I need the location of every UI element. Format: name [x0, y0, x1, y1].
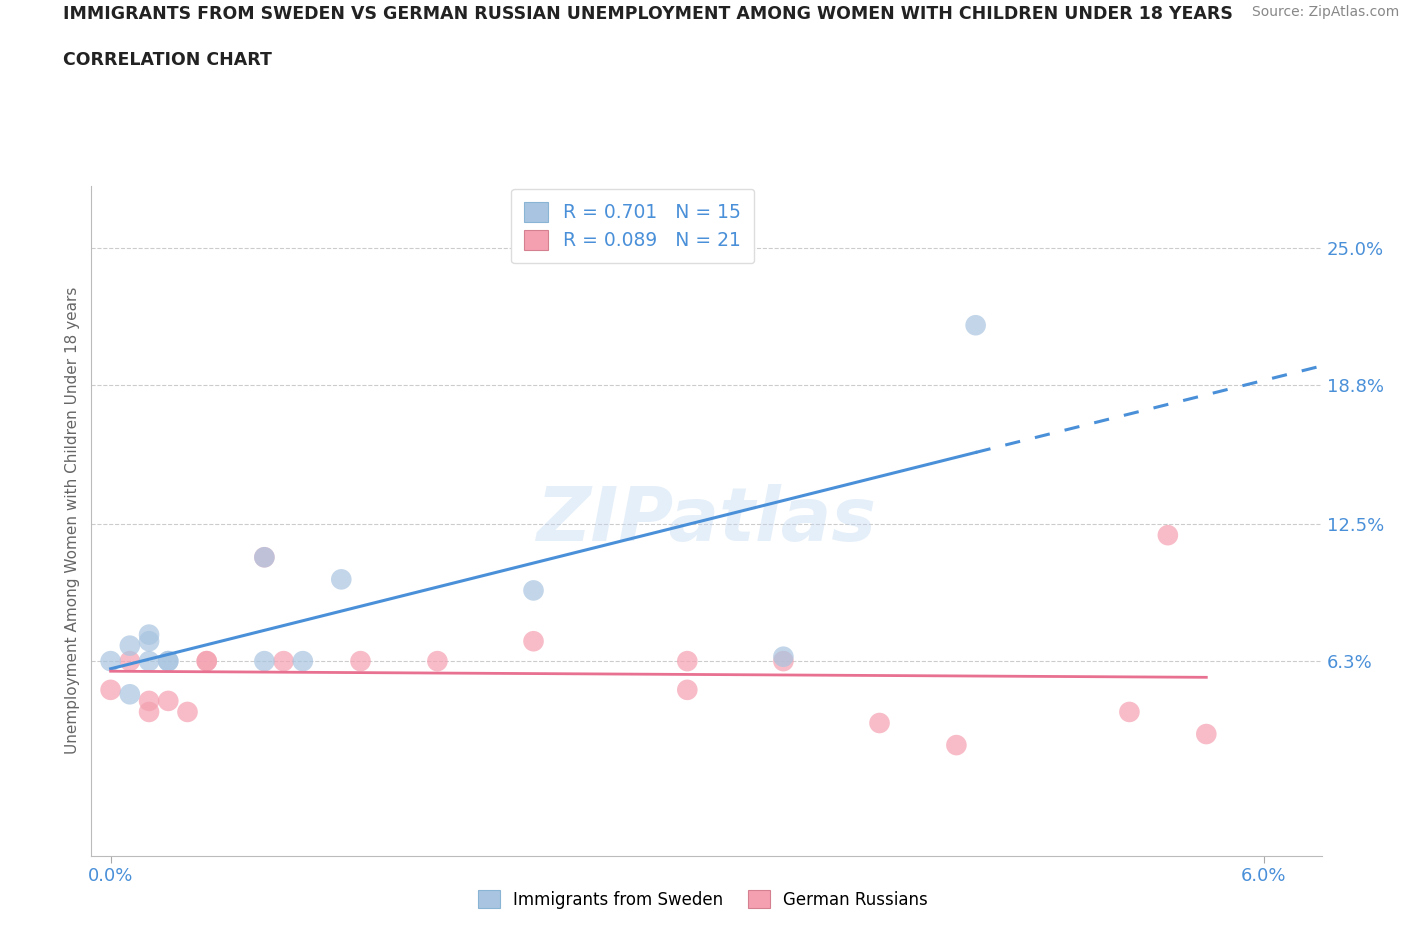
Point [676, 654, 699, 669]
Point [253, 550, 276, 565]
Point [291, 654, 314, 669]
Point [118, 638, 141, 653]
Y-axis label: Unemployment Among Women with Children Under 18 years: Unemployment Among Women with Children U… [65, 287, 80, 754]
Point [157, 654, 180, 669]
Point [253, 654, 276, 669]
Point [522, 634, 544, 649]
Point [1195, 726, 1218, 741]
Point [118, 687, 141, 702]
Point [772, 649, 794, 664]
Text: Source: ZipAtlas.com: Source: ZipAtlas.com [1251, 5, 1399, 19]
Point [157, 694, 180, 709]
Point [157, 654, 180, 669]
Point [118, 654, 141, 669]
Point [100, 654, 122, 669]
Point [330, 572, 353, 587]
Point [138, 627, 160, 642]
Point [676, 683, 699, 698]
Point [176, 705, 198, 720]
Point [869, 715, 891, 730]
Text: ZIPatlas: ZIPatlas [537, 485, 876, 557]
Point [772, 654, 794, 669]
Point [138, 694, 160, 709]
Point [349, 654, 371, 669]
Point [965, 318, 987, 333]
Point [138, 705, 160, 720]
Point [138, 634, 160, 649]
Point [253, 550, 276, 565]
Legend: Immigrants from Sweden, German Russians: Immigrants from Sweden, German Russians [470, 882, 936, 917]
Point [273, 654, 295, 669]
Point [426, 654, 449, 669]
Point [945, 737, 967, 752]
Point [138, 654, 160, 669]
Point [1157, 527, 1180, 542]
Legend: R = 0.701   N = 15, R = 0.089   N = 21: R = 0.701 N = 15, R = 0.089 N = 21 [510, 189, 755, 263]
Point [195, 654, 218, 669]
Text: IMMIGRANTS FROM SWEDEN VS GERMAN RUSSIAN UNEMPLOYMENT AMONG WOMEN WITH CHILDREN : IMMIGRANTS FROM SWEDEN VS GERMAN RUSSIAN… [63, 5, 1233, 22]
Point [195, 654, 218, 669]
Point [100, 683, 122, 698]
Text: CORRELATION CHART: CORRELATION CHART [63, 51, 273, 69]
Point [1118, 705, 1140, 720]
Point [522, 583, 544, 598]
